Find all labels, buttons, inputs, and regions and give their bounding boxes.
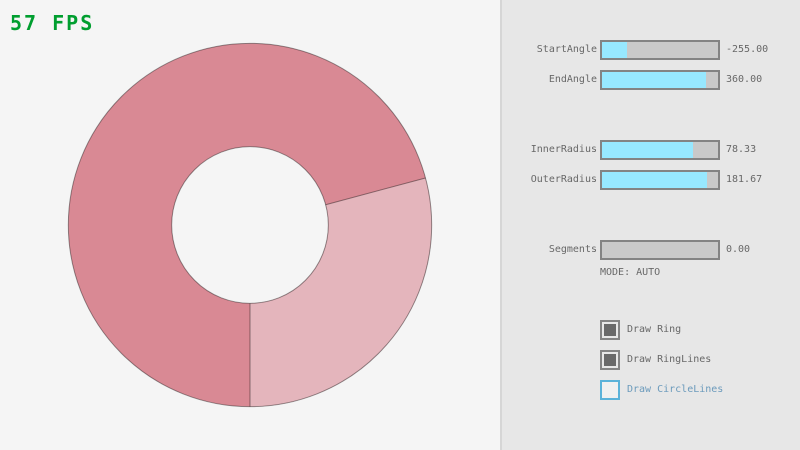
checkbox-box[interactable] [600, 380, 620, 400]
start-angle-slider[interactable] [600, 40, 720, 60]
checkbox-box[interactable] [600, 350, 620, 370]
slider-row-end-angle: EndAngle 360.00 [502, 70, 800, 90]
slider-fill [602, 42, 628, 58]
slider-label: Segments [548, 244, 597, 255]
slider-fill [602, 172, 708, 188]
slider-fill [602, 72, 707, 88]
checkbox-label: Draw CircleLines [627, 384, 724, 395]
slider-fill [602, 142, 693, 158]
fps-counter: 57 FPS [10, 11, 95, 35]
slider-label: InnerRadius [530, 144, 597, 155]
slider-row-segments: Segments 0.00 [502, 240, 800, 260]
slider-row-inner-radius: InnerRadius 78.33 [502, 140, 800, 160]
checkmark-icon [604, 324, 616, 336]
segments-slider[interactable] [600, 240, 720, 260]
checkbox-draw-ring[interactable]: Draw Ring [502, 320, 800, 340]
slider-value: 360.00 [726, 74, 763, 85]
checkmark-icon [604, 354, 616, 366]
checkbox-box[interactable] [600, 320, 620, 340]
slider-label: EndAngle [548, 74, 597, 85]
slider-row-outer-radius: OuterRadius 181.67 [502, 170, 800, 190]
mode-label: MODE: AUTO [600, 267, 661, 278]
control-panel: StartAngle -255.00 EndAngle 360.00 Inner… [500, 0, 800, 450]
slider-value: 78.33 [726, 144, 757, 155]
inner-radius-slider[interactable] [600, 140, 720, 160]
slider-value: -255.00 [726, 44, 769, 55]
checkbox-label: Draw Ring [627, 324, 682, 335]
slider-label: OuterRadius [530, 174, 597, 185]
slider-value: 0.00 [726, 244, 751, 255]
checkbox-draw-circlelines[interactable]: Draw CircleLines [502, 380, 800, 400]
slider-label: StartAngle [536, 44, 597, 55]
ring-chart [67, 42, 433, 408]
checkbox-label: Draw RingLines [627, 354, 712, 365]
checkbox-draw-ringlines[interactable]: Draw RingLines [502, 350, 800, 370]
outer-radius-slider[interactable] [600, 170, 720, 190]
end-angle-slider[interactable] [600, 70, 720, 90]
slider-value: 181.67 [726, 174, 763, 185]
slider-row-start-angle: StartAngle -255.00 [502, 40, 800, 60]
